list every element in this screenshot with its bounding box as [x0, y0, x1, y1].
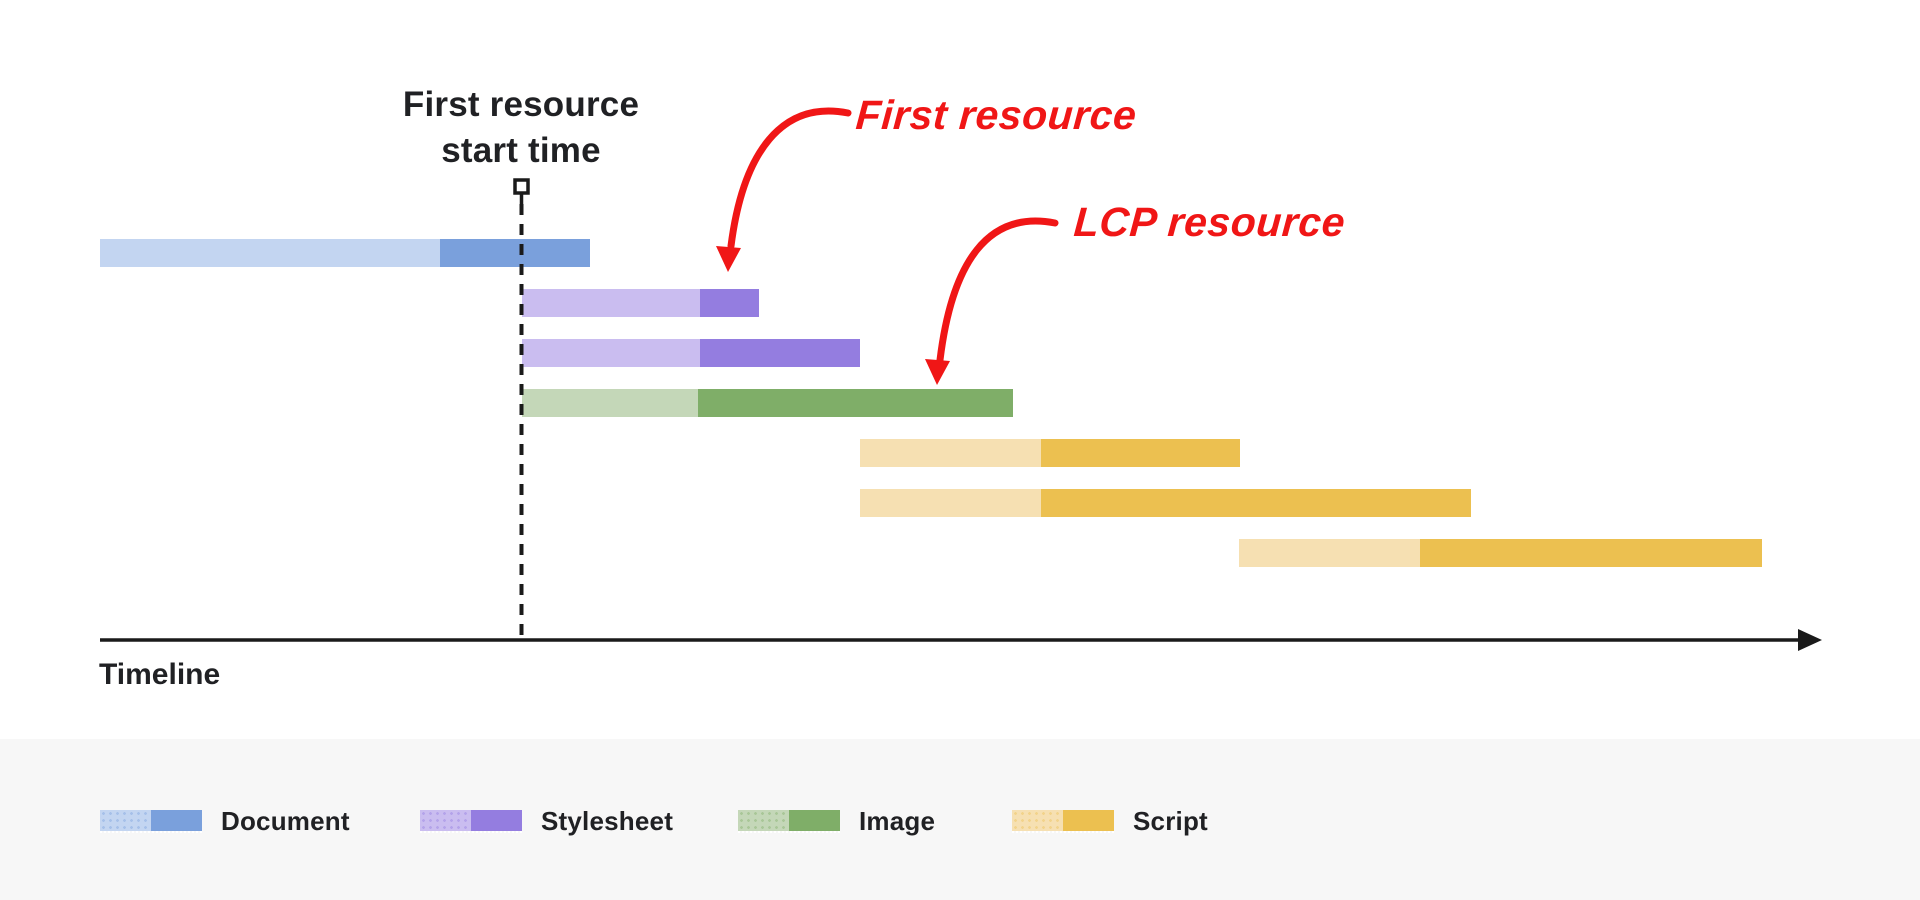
legend-item-image: Image — [738, 806, 935, 837]
bar-segment-load-time — [1041, 489, 1471, 517]
legend-swatch-light-half — [1012, 810, 1063, 831]
bar-stylesheet-2 — [522, 339, 860, 369]
legend-swatch-script — [1012, 810, 1114, 833]
bar-segment-load-delay — [100, 239, 440, 267]
legend-item-document: Document — [100, 806, 350, 837]
bar-script-6 — [1239, 539, 1762, 569]
flag-marker-icon — [513, 178, 530, 205]
legend-strip — [0, 739, 1920, 900]
bar-segment-load-delay — [860, 439, 1041, 467]
bar-segment-load-delay — [522, 339, 700, 367]
legend-label-image: Image — [859, 806, 936, 836]
legend-swatch-light-half — [738, 810, 789, 831]
bar-script-4 — [860, 439, 1240, 469]
annotation-arrow-first-resource — [716, 107, 852, 272]
legend-swatch-dark-half — [471, 810, 522, 831]
legend-swatch-image — [738, 810, 840, 833]
bar-segment-load-delay — [522, 289, 700, 317]
bar-segment-load-time — [1041, 439, 1240, 467]
legend-item-script: Script — [1012, 806, 1208, 837]
bar-stylesheet-1 — [522, 289, 759, 319]
legend-swatch-document — [100, 810, 202, 833]
bar-segment-load-time — [700, 289, 759, 317]
legend-swatch-stylesheet — [420, 810, 522, 833]
legend-swatch-dark-half — [151, 810, 202, 831]
annotation-arrow-lcp-resource — [925, 217, 1059, 385]
bar-segment-load-delay — [1239, 539, 1420, 567]
annotation-lcp-resource-label: LCP resource — [1072, 199, 1347, 245]
legend-swatch-dark-half — [789, 810, 840, 831]
legend-label-document: Document — [221, 806, 350, 836]
bar-segment-load-delay — [522, 389, 698, 417]
start-title-line2: start time — [441, 131, 601, 170]
legend-label-script: Script — [1133, 806, 1208, 836]
bar-segment-load-time — [440, 239, 590, 267]
bar-segment-load-time — [700, 339, 860, 367]
legend-item-stylesheet: Stylesheet — [420, 806, 673, 837]
timeline-axis-arrowhead — [1798, 629, 1822, 651]
legend-swatch-light-half — [420, 810, 471, 831]
bar-script-5 — [860, 489, 1471, 519]
legend-swatch-dark-half — [1063, 810, 1114, 831]
timeline-label: Timeline — [99, 658, 221, 691]
annotation-first-resource-label: First resource — [854, 92, 1139, 138]
bar-image-3 — [522, 389, 1013, 419]
bar-segment-load-time — [698, 389, 1013, 417]
bar-document-0 — [100, 239, 590, 269]
bar-segment-load-time — [1420, 539, 1762, 567]
start-title-line1: First resource — [402, 85, 640, 124]
bar-segment-load-delay — [860, 489, 1041, 517]
legend-label-stylesheet: Stylesheet — [541, 806, 674, 836]
first-resource-start-time-label: First resource start time — [331, 82, 711, 174]
legend-swatch-light-half — [100, 810, 151, 831]
